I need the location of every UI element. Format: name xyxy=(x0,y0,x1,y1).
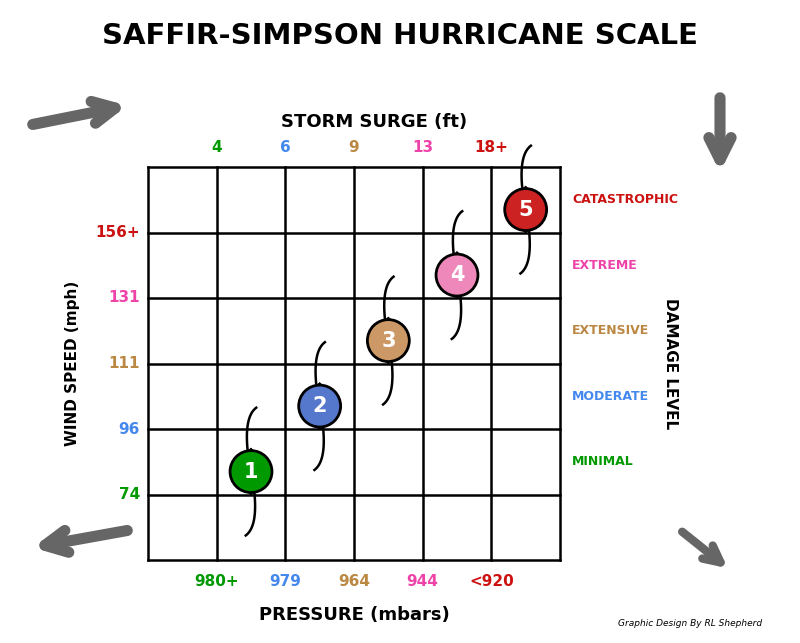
Circle shape xyxy=(505,188,546,231)
Text: 96: 96 xyxy=(118,422,140,437)
Text: 18+: 18+ xyxy=(474,140,508,155)
Text: Graphic Design By RL Shepherd: Graphic Design By RL Shepherd xyxy=(618,619,762,628)
Text: 13: 13 xyxy=(412,140,434,155)
Text: 131: 131 xyxy=(108,291,140,305)
Text: 2: 2 xyxy=(313,396,327,416)
Text: 6: 6 xyxy=(280,140,290,155)
Text: MODERATE: MODERATE xyxy=(572,390,649,403)
Text: SAFFIR-SIMPSON HURRICANE SCALE: SAFFIR-SIMPSON HURRICANE SCALE xyxy=(102,22,698,50)
Text: STORM SURGE (ft): STORM SURGE (ft) xyxy=(281,113,467,131)
Circle shape xyxy=(367,320,410,361)
Circle shape xyxy=(298,385,341,427)
Text: 156+: 156+ xyxy=(95,225,140,240)
Text: 9: 9 xyxy=(349,140,359,155)
Text: 74: 74 xyxy=(118,487,140,502)
Text: CATASTROPHIC: CATASTROPHIC xyxy=(572,194,678,206)
Text: 979: 979 xyxy=(270,574,302,589)
Text: 4: 4 xyxy=(211,140,222,155)
Text: PRESSURE (mbars): PRESSURE (mbars) xyxy=(258,606,450,624)
Circle shape xyxy=(436,254,478,296)
Text: 980+: 980+ xyxy=(194,574,239,589)
Text: 111: 111 xyxy=(109,356,140,371)
Text: 4: 4 xyxy=(450,265,464,285)
Text: <920: <920 xyxy=(469,574,514,589)
Text: DAMAGE LEVEL: DAMAGE LEVEL xyxy=(662,298,678,429)
Text: 1: 1 xyxy=(244,462,258,482)
Text: MINIMAL: MINIMAL xyxy=(572,455,634,468)
Text: 3: 3 xyxy=(381,331,395,350)
Text: 5: 5 xyxy=(518,199,533,219)
Text: WIND SPEED (mph): WIND SPEED (mph) xyxy=(66,281,81,446)
Circle shape xyxy=(230,451,272,493)
Text: 944: 944 xyxy=(406,574,438,589)
Text: EXTENSIVE: EXTENSIVE xyxy=(572,324,650,337)
Text: 964: 964 xyxy=(338,574,370,589)
Text: EXTREME: EXTREME xyxy=(572,258,638,272)
